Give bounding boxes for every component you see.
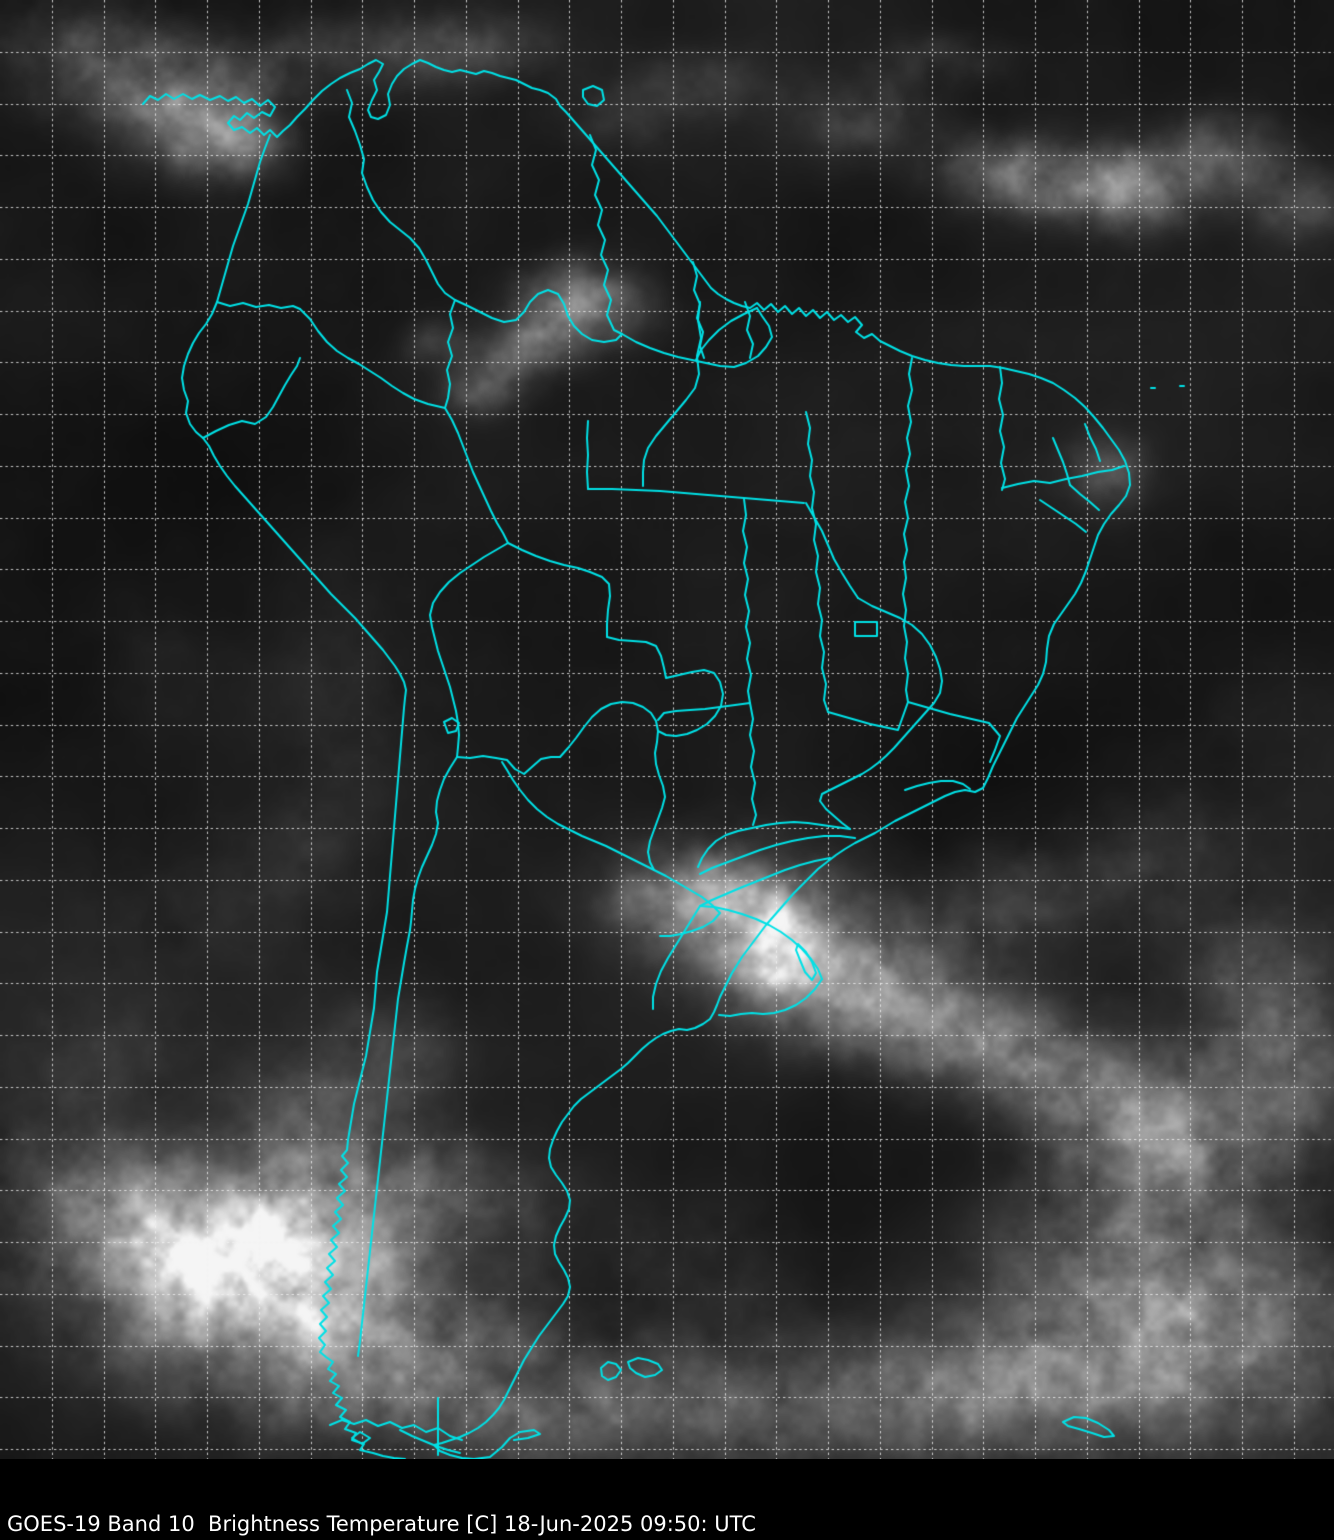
satellite-map-canvas bbox=[0, 0, 1334, 1460]
caption-bar: GOES-19 Band 10 Brightness Temperature [… bbox=[0, 1459, 1334, 1540]
caption-text: GOES-19 Band 10 Brightness Temperature [… bbox=[7, 1512, 756, 1536]
